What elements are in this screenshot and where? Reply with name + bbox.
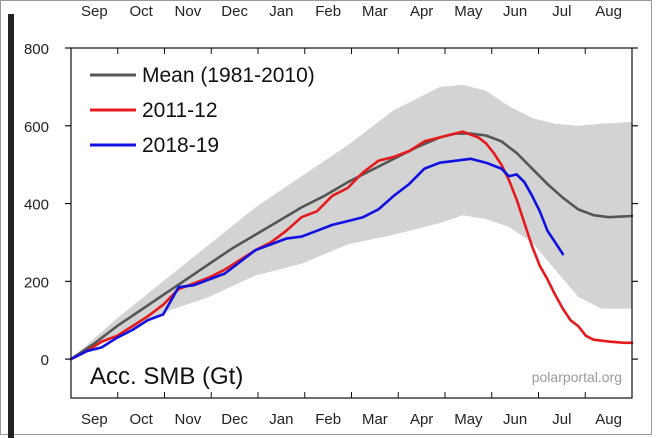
x-month-label-jul: Jul [552,411,571,428]
top-month-label-may: May [454,3,483,20]
top-month-label-jun: Jun [503,3,527,20]
bottom-month-axis: Sep Oct Nov Dec Jan Feb Mar Apr May Jun Jul Aug [81,48,622,428]
series-layer [69,130,634,361]
x-month-label-may: May [454,411,483,428]
x-month-label-oct: Oct [129,411,153,428]
y-axis-label: Acc. SMB (Gt) [90,363,243,390]
top-month-label-jul: Jul [552,3,571,20]
y-tick-label-600: 600 [24,119,49,136]
legend-label-2018-19: 2018-19 [142,134,219,157]
x-month-label-feb: Feb [315,411,341,428]
legend: Mean (1981-2010) 2011-12 2018-19 [90,64,315,157]
y-tick-label-800: 800 [24,41,49,58]
top-month-label-nov: Nov [175,3,202,20]
legend-label-2011-12: 2011-12 [142,99,218,122]
range-band-layer [71,84,632,360]
top-month-axis: Sep Oct Nov Dec Jan Feb Mar Apr May Jun Jul Aug [81,3,622,20]
x-month-label-aug: Aug [595,411,622,428]
y-tick-label-200: 200 [24,274,49,291]
top-month-label-oct: Oct [129,3,153,20]
x-month-label-dec: Dec [221,411,248,428]
series-line-mean-1981-2010 [69,132,634,361]
top-month-label-sep: Sep [81,3,108,20]
series-line-2018-19 [69,157,565,361]
x-month-label-sep: Sep [81,411,108,428]
x-month-label-mar: Mar [362,411,388,428]
x-month-label-apr: Apr [410,411,433,428]
top-month-label-mar: Mar [362,3,388,20]
credit-text: polarportal.org [532,369,622,385]
top-month-label-jan: Jan [269,3,293,20]
top-month-label-apr: Apr [410,3,433,20]
top-month-label-dec: Dec [221,3,248,20]
y-axis: 0 200 400 600 800 [24,41,638,369]
x-month-label-jan: Jan [269,411,293,428]
y-tick-label-0: 0 [41,352,49,369]
y-tick-label-400: 400 [24,197,49,214]
range-band-area [71,84,632,360]
top-month-label-aug: Aug [595,3,622,20]
legend-label-mean: Mean (1981-2010) [142,64,315,87]
top-month-label-feb: Feb [315,3,341,20]
x-month-label-jun: Jun [503,411,527,428]
x-month-label-nov: Nov [175,411,202,428]
left-edge-bar [8,14,14,438]
